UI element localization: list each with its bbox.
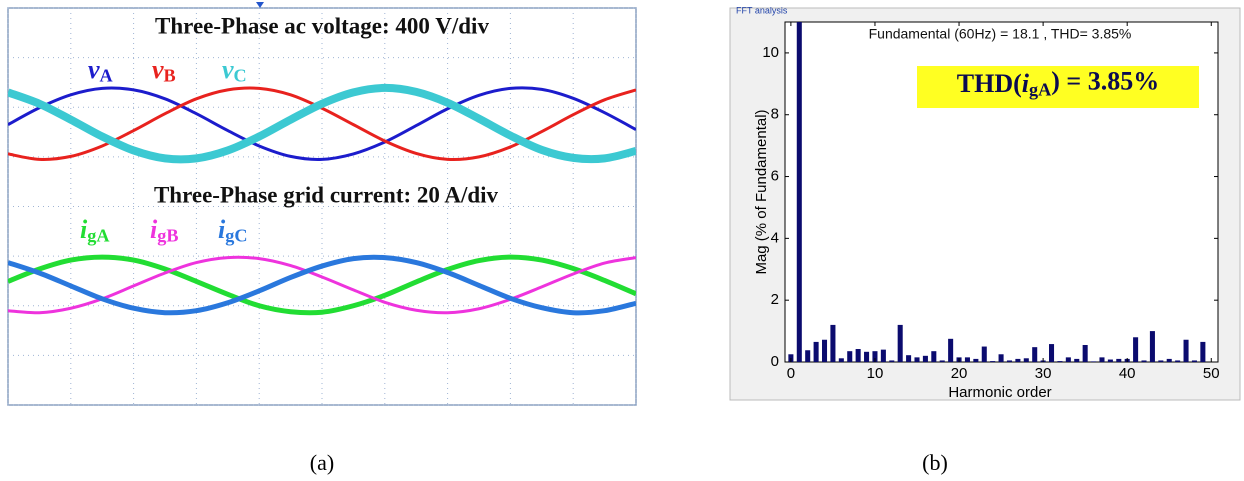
panel-label: FFT analysis	[736, 5, 788, 15]
bar	[881, 350, 886, 362]
bar	[914, 357, 919, 362]
y-tick-label: 10	[762, 44, 779, 61]
bar	[1007, 360, 1012, 362]
bar	[839, 358, 844, 362]
x-tick-label: 40	[1119, 365, 1136, 382]
bar	[973, 359, 978, 362]
bar	[1192, 360, 1197, 362]
y-tick-label: 8	[771, 106, 779, 123]
bar	[805, 350, 810, 362]
bar	[864, 352, 869, 362]
bar	[1032, 347, 1037, 362]
x-tick-label: 0	[787, 365, 795, 382]
bar	[1116, 359, 1121, 362]
bar	[814, 342, 819, 362]
bar	[923, 356, 928, 362]
bar	[822, 340, 827, 362]
trigger-marker	[256, 2, 264, 8]
bar	[1049, 344, 1054, 362]
bar	[931, 351, 936, 362]
caption: (b)	[922, 450, 948, 475]
y-tick-label: 2	[771, 291, 779, 308]
bar	[1158, 360, 1163, 362]
figure: vAvBvCigAigBigCThree-Phase ac voltage: 4…	[0, 0, 1244, 481]
x-tick-label: 30	[1035, 365, 1052, 382]
bar	[1099, 357, 1104, 362]
bar	[965, 357, 970, 362]
bar	[1200, 342, 1205, 362]
x-tick-label: 50	[1203, 365, 1220, 382]
bar	[889, 360, 894, 362]
bar	[1015, 359, 1020, 362]
bar	[1083, 345, 1088, 362]
bar	[999, 354, 1004, 362]
bar	[830, 325, 835, 362]
bar	[1150, 331, 1155, 362]
bar	[856, 349, 861, 362]
bar	[797, 0, 802, 362]
bar	[1167, 359, 1172, 362]
bar	[1133, 337, 1138, 362]
x-axis-label: Harmonic order	[948, 384, 1051, 401]
y-axis-label: Mag (% of Fundamental)	[753, 109, 770, 274]
bar	[1141, 360, 1146, 362]
x-tick-label: 20	[951, 365, 968, 382]
bar	[948, 339, 953, 362]
bar	[1066, 357, 1071, 362]
y-tick-label: 6	[771, 168, 779, 185]
y-tick-label: 4	[771, 229, 779, 246]
x-tick-label: 10	[867, 365, 884, 382]
bar	[1108, 360, 1113, 362]
bar	[1074, 359, 1079, 362]
bar	[1091, 361, 1096, 362]
bar	[898, 325, 903, 362]
bar	[940, 360, 945, 362]
caption: (a)	[310, 450, 334, 475]
bar	[1175, 360, 1180, 362]
chart-title: Three-Phase ac voltage: 400 V/div	[155, 13, 489, 38]
bar	[990, 361, 995, 362]
bar	[1057, 361, 1062, 362]
bar	[906, 355, 911, 362]
annotation: THD(igA) = 3.85%	[957, 67, 1159, 100]
annotation: Three-Phase grid current: 20 A/div	[154, 182, 499, 207]
y-tick-label: 0	[771, 353, 779, 370]
bar	[1024, 358, 1029, 362]
chart-title: Fundamental (60Hz) = 18.1 , THD= 3.85%	[869, 26, 1132, 42]
bar	[847, 351, 852, 362]
bar	[1184, 340, 1189, 362]
bar	[982, 347, 987, 362]
